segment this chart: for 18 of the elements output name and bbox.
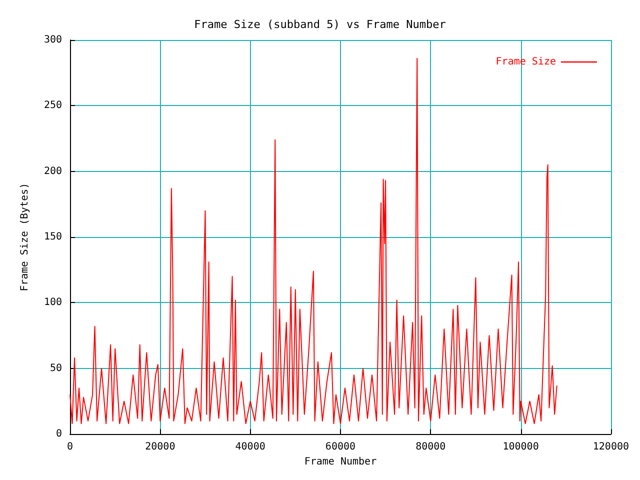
y-tick-label: 100 <box>44 297 62 308</box>
y-tick-label: 200 <box>44 166 62 177</box>
y-tick-label: 50 <box>50 362 62 374</box>
x-tick-label: 20000 <box>145 442 176 453</box>
line-series <box>70 58 558 424</box>
x-axis-title: Frame Number <box>304 456 377 468</box>
x-tick-label: 100000 <box>502 442 539 453</box>
x-tick-label: 80000 <box>416 442 446 453</box>
y-tick-label: 0 <box>56 428 62 440</box>
x-tick-label: 40000 <box>235 442 266 453</box>
y-tick-label: 150 <box>44 232 62 243</box>
y-axis-title: Frame Size (Bytes) <box>20 182 30 292</box>
x-tick-label: 60000 <box>325 442 356 453</box>
x-tick-label: 0 <box>66 442 74 453</box>
x-tick-label: 120000 <box>592 442 629 453</box>
chart-title: Frame Size (subband 5) vs Frame Number <box>194 18 446 31</box>
y-tick-label: 300 <box>44 34 62 46</box>
y-tick-label: 250 <box>44 100 62 112</box>
